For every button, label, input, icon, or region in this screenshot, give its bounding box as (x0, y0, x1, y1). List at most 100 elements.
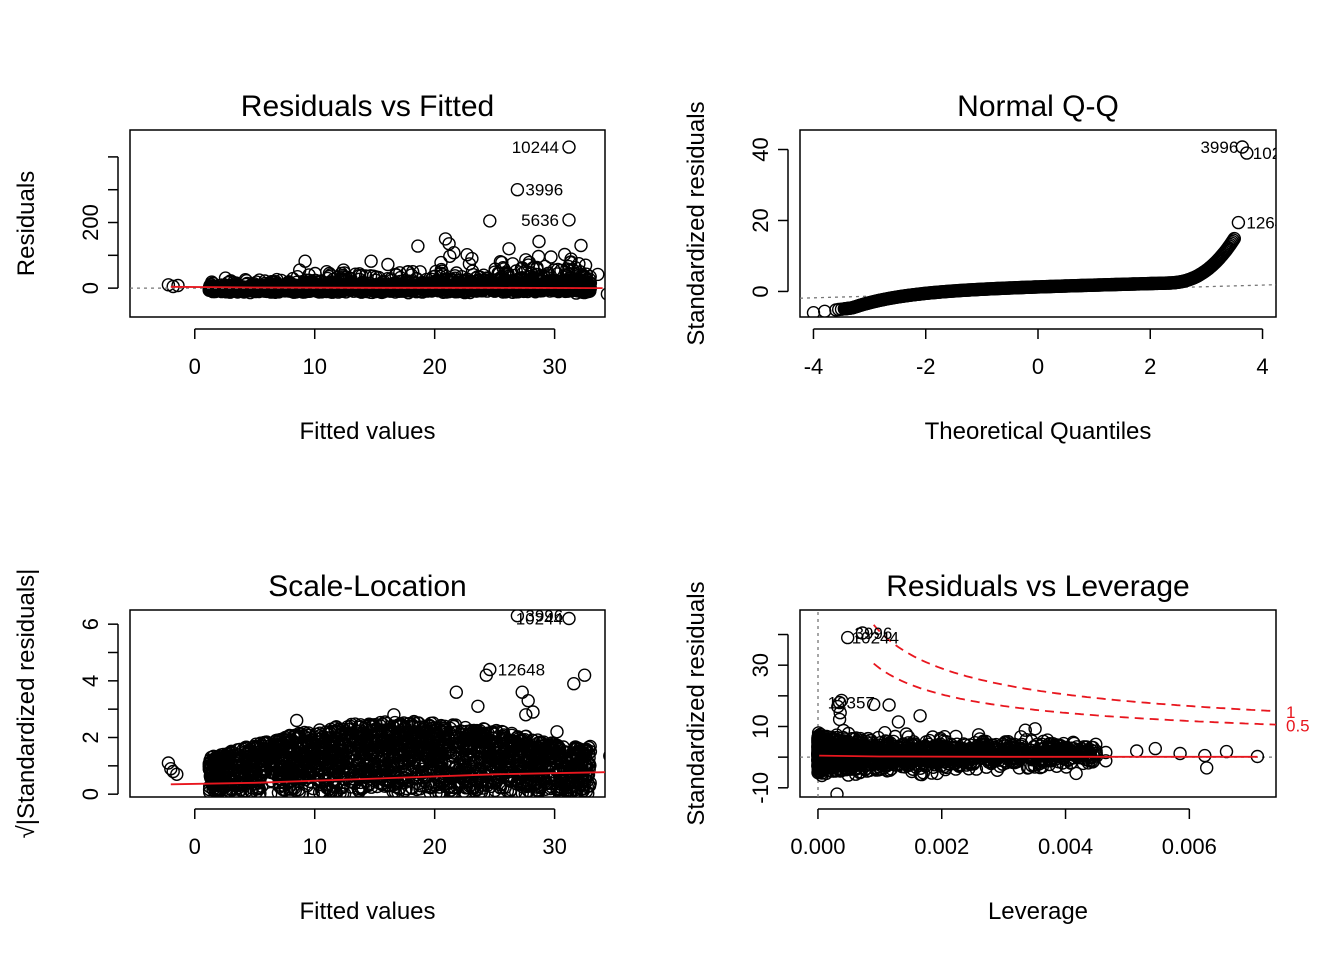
data-point (259, 740, 274, 754)
data-point (290, 713, 304, 728)
data-point (171, 278, 185, 293)
data-point (502, 242, 516, 256)
x-tick-label: 20 (422, 354, 446, 379)
data-point (293, 766, 307, 780)
data-point (480, 739, 494, 754)
data-point (1226, 233, 1241, 247)
labeled-point (1240, 146, 1254, 160)
data-point (278, 730, 293, 745)
data-point (381, 257, 395, 272)
data-point (543, 277, 557, 291)
data-point (533, 780, 548, 795)
data-point (521, 694, 535, 708)
data-point (434, 785, 448, 797)
data-point (307, 739, 321, 753)
x-tick-label: -4 (804, 354, 824, 379)
data-point (246, 754, 261, 769)
data-point (392, 718, 406, 732)
data-point (471, 699, 485, 713)
data-point (207, 774, 221, 789)
data-point (1225, 234, 1240, 249)
x-tick-label: 30 (542, 834, 566, 859)
data-point (347, 776, 362, 791)
data-point (344, 780, 358, 794)
data-point (393, 738, 408, 752)
data-point (293, 263, 307, 277)
data-point (213, 784, 227, 797)
y-tick-label: 0 (78, 788, 103, 800)
data-point (391, 756, 406, 770)
y-axis-label: Standardized residuals (683, 581, 710, 825)
data-point (469, 766, 483, 780)
labeled-point (562, 611, 576, 626)
plot-frame (129, 609, 606, 798)
data-point (313, 752, 327, 766)
labeled-point (562, 213, 576, 227)
data-point (275, 744, 289, 758)
x-tick-label: 4 (1256, 354, 1268, 379)
data-point (488, 783, 502, 797)
data-point (460, 247, 474, 262)
data-point (382, 726, 396, 740)
labeled-point (1231, 215, 1246, 230)
data-point (202, 762, 217, 777)
plot-frame (799, 609, 1277, 798)
data-point (551, 279, 565, 293)
data-point (352, 762, 367, 776)
data-point (308, 759, 323, 773)
data-point (419, 272, 434, 287)
x-axis-label: Fitted values (299, 898, 435, 925)
data-point (568, 740, 583, 754)
data-point (244, 745, 258, 759)
data-point (495, 748, 510, 762)
data-point (281, 733, 295, 747)
data-point (170, 767, 184, 781)
data-point (603, 751, 605, 761)
y-tick-label: 4 (78, 675, 103, 687)
x-tick-label: 20 (422, 834, 446, 859)
data-point (459, 781, 473, 795)
data-point (230, 284, 245, 299)
data-point (264, 786, 278, 797)
labeled-point (510, 182, 525, 197)
data-point (388, 780, 403, 794)
y-tick-label: 0 (78, 282, 103, 294)
smooth-line (170, 771, 605, 786)
data-point (481, 753, 495, 767)
y-axis-label: Standardized residuals (683, 101, 710, 345)
chart-title: Residuals vs Fitted (241, 90, 494, 123)
data-point (254, 279, 268, 294)
chart-title: Normal Q-Q (957, 90, 1119, 123)
x-tick-label: -2 (916, 354, 936, 379)
data-point (317, 769, 331, 783)
data-point (818, 304, 832, 317)
data-point (523, 745, 537, 759)
data-point (532, 741, 546, 755)
data-point (544, 250, 558, 264)
data-point (538, 259, 552, 274)
data-point (278, 783, 292, 797)
data-point (273, 742, 287, 756)
data-point (464, 723, 478, 738)
data-point (387, 708, 401, 722)
y-axis-label: Residuals (13, 171, 40, 276)
data-point (334, 728, 348, 742)
data-point (249, 746, 264, 760)
x-tick-label: 0.000 (790, 834, 845, 859)
x-axis-label: Fitted values (299, 418, 435, 445)
x-tick-label: 0.006 (1162, 834, 1217, 859)
data-point (495, 255, 509, 270)
data-point (429, 264, 443, 279)
data-point (447, 245, 461, 260)
data-point (503, 755, 517, 769)
data-point (427, 733, 442, 747)
y-tick-label: 0 (748, 285, 773, 297)
data-point (405, 719, 419, 733)
data-point (547, 263, 561, 277)
y-tick-label: -10 (748, 772, 773, 804)
